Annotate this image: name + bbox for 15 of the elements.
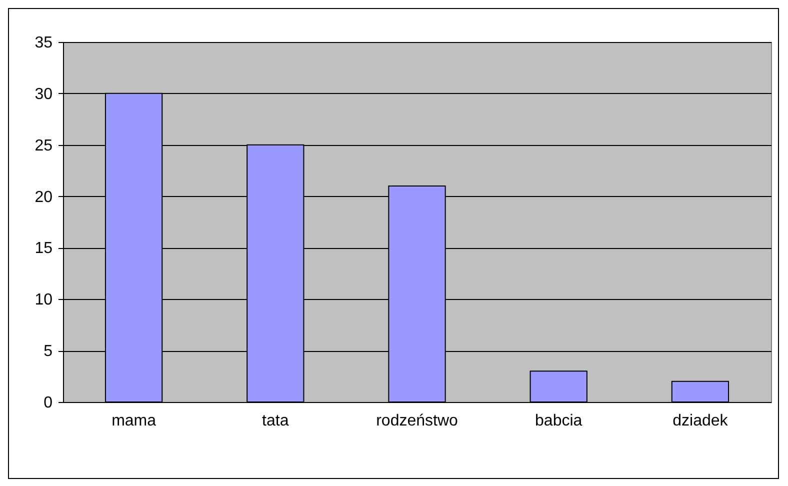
y-tick-label: 25 (34, 137, 53, 154)
x-tick-label: rodzeństwo (376, 412, 458, 430)
y-tick-label: 10 (34, 292, 53, 309)
y-tick-label: 20 (34, 188, 53, 206)
x-tick-label: tata (262, 412, 289, 430)
y-tick-label: 15 (34, 240, 53, 258)
x-tick-label: dziadek (672, 412, 729, 430)
y-tick-label: 35 (34, 34, 53, 52)
x-tick-label: mama (112, 412, 156, 430)
x-tick-label: babcia (535, 412, 582, 430)
y-tick-label: 30 (34, 86, 53, 103)
bar (530, 370, 588, 402)
y-tick-label: 5 (44, 343, 53, 360)
y-tick-label: 0 (44, 394, 53, 412)
bar (671, 380, 730, 402)
